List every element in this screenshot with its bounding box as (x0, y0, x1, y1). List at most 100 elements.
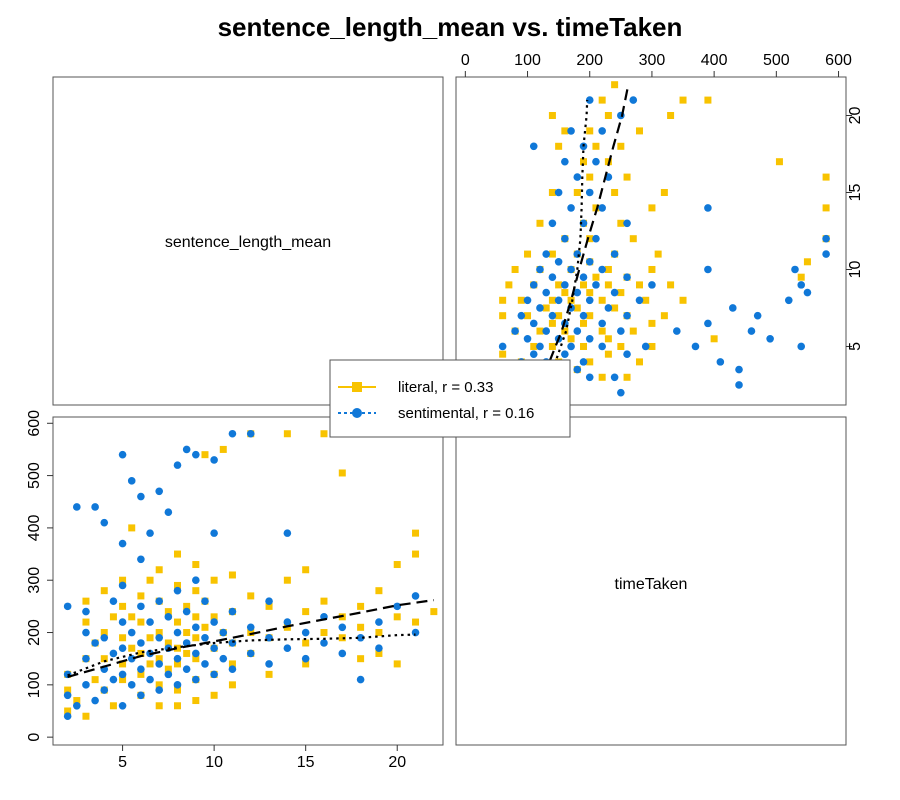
bottom-left-point-sentimental (137, 492, 145, 501)
bottom-left-point-literal (247, 592, 255, 600)
bottom-left-point-literal (119, 660, 127, 668)
bottom-left-point-sentimental (91, 503, 99, 511)
legend-label-literal: literal, r = 0.33 (398, 379, 493, 396)
top-right-point-literal (797, 273, 805, 281)
bottom-left-point-literal (320, 597, 328, 605)
bottom-left-point-literal (82, 618, 90, 626)
bottom-left-point-sentimental (219, 628, 228, 637)
bottom-left-point-literal (393, 561, 401, 569)
top-right-point-sentimental (610, 288, 619, 297)
top-right-point-sentimental (529, 350, 538, 358)
top-right-point-literal (580, 342, 588, 350)
bottom-left-point-sentimental (228, 639, 237, 647)
bottom-left-point-literal (128, 524, 136, 532)
legend-marker-sentimental (352, 408, 362, 418)
top-right-point-literal (561, 127, 569, 135)
bottom-left-point-sentimental (118, 670, 127, 679)
bottom-left-point-sentimental (210, 670, 218, 679)
top-right-point-literal (542, 304, 550, 312)
bottom-left-point-sentimental (155, 686, 163, 694)
bottom-left-x-tick-label: 10 (205, 754, 223, 771)
bottom-left-point-literal (210, 613, 218, 621)
bottom-left-point-sentimental (155, 633, 163, 642)
top-right-point-literal (629, 327, 637, 335)
bottom-left-point-sentimental (375, 618, 383, 626)
bottom-left-point-sentimental (109, 649, 118, 658)
legend: literal, r = 0.33 sentimental, r = 0.16 (329, 359, 571, 438)
bottom-left-point-literal (265, 602, 273, 610)
top-right-point-sentimental (573, 173, 582, 181)
bottom-left-point-sentimental (82, 628, 90, 637)
bottom-left-point-literal (146, 634, 154, 642)
top-right-point-literal (567, 335, 575, 343)
top-right-point-literal (548, 296, 556, 304)
top-right-fit-line-literal (535, 84, 630, 394)
bottom-left-point-literal (228, 571, 236, 579)
bottom-left-point-sentimental (338, 649, 347, 658)
top-right-x-tick-label: 0 (461, 52, 470, 69)
top-right-point-sentimental (536, 265, 544, 274)
bottom-left-point-sentimental (127, 681, 136, 689)
bottom-left-point-sentimental (118, 581, 127, 590)
top-right-point-sentimental (573, 365, 582, 374)
bottom-left-point-sentimental (73, 503, 81, 511)
bottom-left-point-literal (82, 597, 90, 605)
top-right-point-sentimental (598, 342, 606, 351)
bottom-left-point-literal (265, 670, 273, 678)
bottom-left-point-literal (283, 430, 291, 438)
top-right-point-sentimental (585, 96, 594, 104)
top-right-point-literal (642, 296, 650, 304)
top-right-point-literal (499, 350, 507, 358)
bottom-left-point-sentimental (356, 675, 365, 684)
bottom-left-point-literal (338, 634, 346, 642)
top-right-point-literal (623, 173, 631, 181)
top-right-point-literal (499, 312, 507, 320)
top-right-point-sentimental (529, 142, 538, 151)
bottom-left-point-sentimental (283, 644, 292, 653)
bottom-left-point-sentimental (118, 644, 127, 653)
bottom-left-point-sentimental (192, 623, 200, 632)
top-right-point-literal (598, 373, 606, 381)
bottom-left-point-literal (375, 629, 383, 637)
top-right-point-literal (635, 281, 643, 289)
top-right-point-sentimental (598, 319, 606, 328)
legend-marker-literal (352, 382, 362, 392)
top-right-point-literal (517, 296, 525, 304)
top-right-point-literal (604, 350, 612, 358)
top-right-point-sentimental (585, 188, 594, 197)
bottom-left-y-tick-label: 600 (26, 410, 43, 437)
top-right-point-literal (548, 111, 556, 119)
top-right-point-literal (667, 111, 675, 119)
bottom-left-point-literal (82, 712, 90, 720)
top-right-point-sentimental (623, 350, 631, 358)
bottom-left-point-literal (100, 629, 108, 637)
top-right-point-sentimental (822, 234, 830, 243)
top-right-y-tick-label: 20 (847, 106, 864, 124)
bottom-left-y-tick-label: 0 (26, 733, 43, 742)
bottom-left-point-literal (430, 608, 438, 616)
bottom-left-point-literal (64, 707, 72, 715)
top-right-point-sentimental (554, 257, 563, 266)
bottom-left-point-literal (302, 566, 310, 574)
bottom-left-point-sentimental (164, 613, 173, 621)
bottom-left-point-literal (155, 655, 163, 663)
bottom-left-point-literal (192, 655, 200, 663)
bottom-left-point-literal (183, 649, 191, 657)
bottom-left-point-literal (201, 451, 209, 459)
panel-bottom-left (52, 416, 444, 746)
top-right-point-sentimental (735, 365, 743, 374)
top-right-point-sentimental (766, 334, 774, 343)
bottom-left-point-literal (357, 623, 365, 631)
bottom-left-point-sentimental (338, 623, 347, 632)
bottom-left-point-literal (100, 587, 108, 595)
bottom-left-point-sentimental (228, 665, 237, 673)
top-right-point-literal (604, 335, 612, 343)
top-right-point-literal (648, 342, 656, 350)
bottom-left-point-literal (338, 469, 346, 477)
bottom-left-point-sentimental (265, 597, 273, 605)
bottom-left-point-literal (302, 660, 310, 668)
bottom-left-point-literal (192, 561, 200, 569)
bottom-left-point-sentimental (301, 628, 310, 637)
top-right-point-sentimental (567, 204, 575, 212)
bottom-left-point-sentimental (146, 675, 154, 684)
